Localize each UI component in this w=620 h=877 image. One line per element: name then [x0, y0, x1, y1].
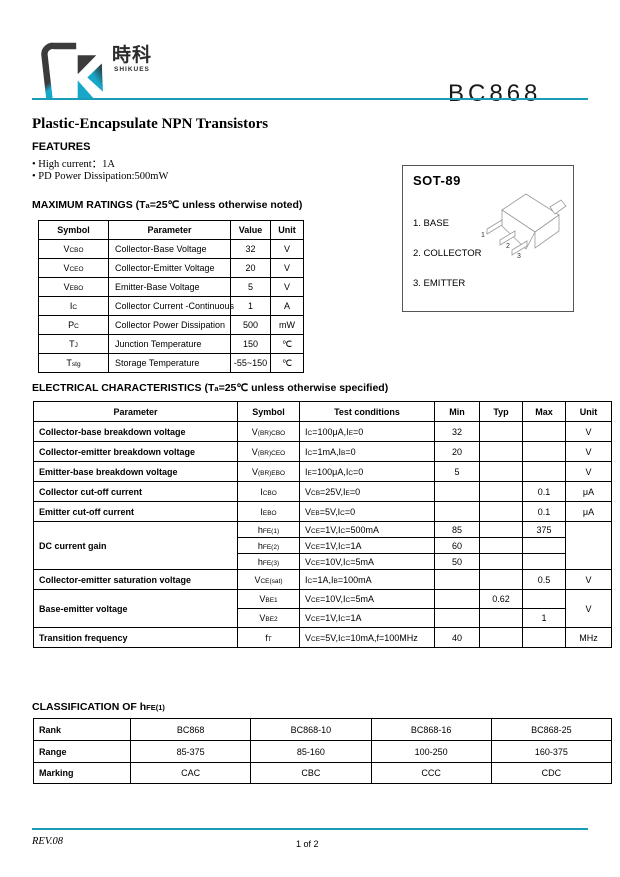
svg-text:2: 2 [506, 243, 510, 250]
svg-text:3: 3 [517, 253, 521, 260]
svg-text:1: 1 [481, 232, 485, 239]
